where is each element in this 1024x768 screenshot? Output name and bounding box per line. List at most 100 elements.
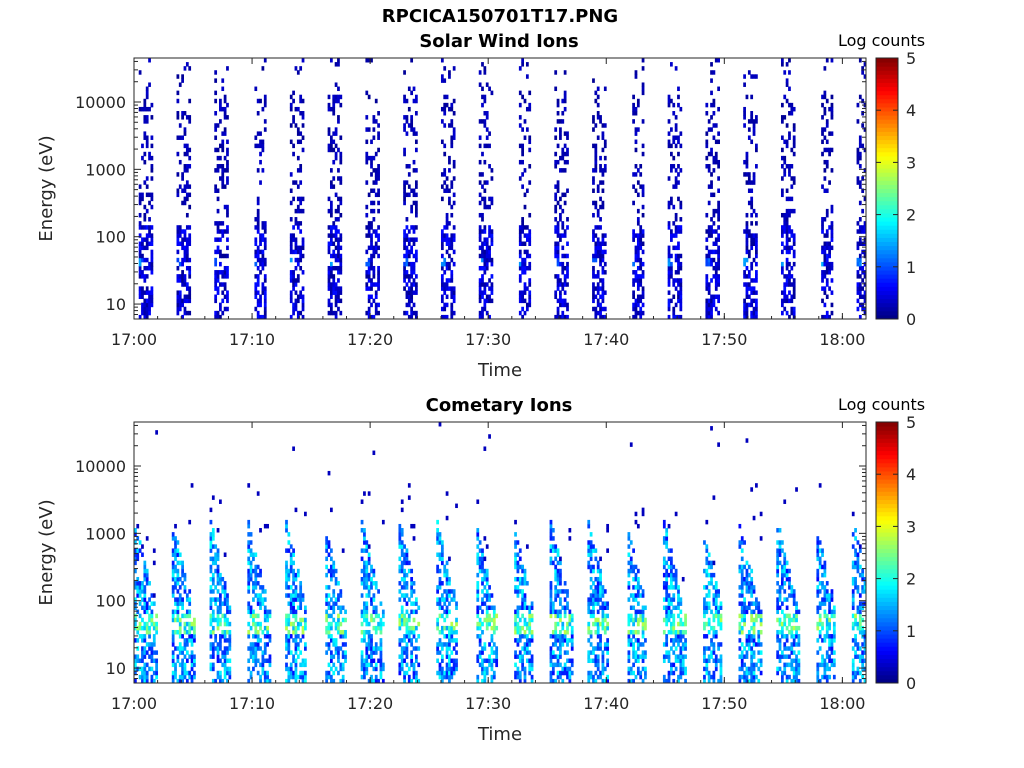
spectrogram-cell	[627, 544, 631, 549]
spectrogram-cell	[329, 225, 333, 230]
spectrogram-cell	[483, 237, 487, 242]
spectrogram-cell	[377, 135, 380, 140]
spectrogram-cell	[256, 564, 260, 570]
spectrogram-cell	[745, 94, 749, 100]
spectrogram-cell	[523, 576, 527, 582]
spectrogram-cell	[223, 621, 227, 627]
spectrogram-cell	[261, 666, 265, 672]
spectrogram-cell	[223, 265, 227, 271]
spectrogram-cell	[603, 123, 607, 128]
spectrogram-cell	[148, 261, 151, 267]
spectrogram-cell	[216, 155, 220, 161]
spectrogram-cell	[398, 666, 402, 672]
spectrogram-cell	[478, 650, 482, 655]
spectrogram-cell	[365, 642, 369, 647]
spectrogram-cell	[188, 629, 192, 635]
spectrogram-cell	[405, 552, 409, 557]
spectrogram-cell	[549, 674, 553, 680]
spectrogram-cell	[334, 601, 338, 606]
spectrogram-cell	[143, 290, 147, 295]
spectrogram-cell	[294, 572, 298, 578]
spectrogram-cell	[327, 625, 331, 631]
spectrogram-cell	[639, 261, 643, 267]
spectrogram-cell	[566, 131, 569, 136]
spectrogram-cell	[266, 658, 269, 664]
spectrogram-cell	[209, 634, 213, 639]
spectrogram-cell	[483, 229, 487, 234]
spectrogram-cell	[712, 159, 716, 165]
spectrogram-cell	[559, 589, 562, 594]
spectrogram-cell	[639, 225, 643, 230]
spectrogram-cell	[223, 253, 227, 259]
spectrogram-cell	[490, 168, 494, 173]
spectrogram-cell	[185, 180, 189, 185]
spectrogram-cell	[410, 290, 414, 295]
spectrogram-cell	[670, 151, 673, 157]
spectrogram-cell	[599, 302, 602, 308]
spectrogram-cell	[263, 597, 267, 602]
spectrogram-cell	[247, 678, 251, 684]
colorbar-swatch	[876, 212, 898, 218]
spectrogram-cell	[483, 249, 487, 255]
spectrogram-cell	[219, 597, 222, 602]
spectrogram-cell	[627, 613, 631, 619]
spectrogram-cell	[634, 70, 638, 75]
spectrogram-cell	[589, 670, 593, 676]
spectrogram-cell	[627, 568, 631, 574]
spectrogram-cell	[603, 625, 607, 631]
spectrogram-cell	[403, 658, 406, 664]
spectrogram-cell	[705, 139, 709, 145]
spectrogram-cell	[148, 310, 151, 316]
spectrogram-cell	[495, 654, 499, 659]
spectrogram-cell	[299, 168, 303, 173]
spectrogram-cell	[492, 670, 496, 676]
spectrogram-cell	[710, 225, 713, 230]
spectrogram-cell	[374, 245, 378, 251]
spectrogram-cell	[445, 642, 449, 647]
spectrogram-cell	[360, 499, 364, 504]
spectrogram-cell	[405, 131, 409, 136]
spectrogram-cell	[554, 564, 558, 570]
spectrogram-cell	[193, 654, 196, 659]
spectrogram-cell	[407, 237, 411, 242]
spectrogram-cell	[556, 638, 560, 643]
spectrogram-cell	[247, 568, 251, 574]
spectrogram-cell	[823, 261, 827, 267]
spectrogram-cell	[211, 556, 215, 562]
spectrogram-cell	[792, 290, 796, 295]
spectrogram-cell	[414, 274, 418, 279]
spectrogram-cell	[448, 654, 451, 659]
spectrogram-cell	[417, 621, 421, 627]
spectrogram-cell	[141, 155, 144, 161]
spectrogram-cell	[400, 666, 404, 672]
spectrogram-cell	[438, 605, 442, 610]
spectrogram-cell	[148, 106, 151, 112]
spectrogram-cell	[136, 589, 140, 594]
spectrogram-cell	[143, 572, 147, 578]
spectrogram-cell	[717, 274, 720, 279]
spectrogram-cell	[143, 621, 147, 627]
spectrogram-cell	[337, 119, 340, 124]
spectrogram-cell	[521, 666, 525, 672]
spectrogram-cell	[679, 265, 683, 271]
spectrogram-cell	[263, 678, 267, 684]
spectrogram-cell	[667, 265, 671, 271]
spectrogram-cell	[492, 625, 496, 631]
spectrogram-cell	[400, 662, 404, 668]
spectrogram-cell	[589, 593, 593, 598]
spectrogram-cell	[256, 257, 260, 263]
spectrogram-cell	[171, 548, 175, 553]
spectrogram-cell	[178, 621, 182, 627]
spectrogram-cell	[252, 585, 255, 590]
spectrogram-cell	[403, 233, 406, 238]
spectrogram-cell	[403, 310, 406, 316]
spectrogram-cell	[256, 613, 260, 619]
spectrogram-cell	[587, 650, 591, 655]
spectrogram-cell	[485, 298, 489, 304]
spectrogram-cell	[221, 629, 225, 635]
spectrogram-cell	[856, 176, 860, 181]
spectrogram-cell	[785, 208, 789, 214]
spectrogram-cell	[672, 111, 676, 116]
spectrogram-cell	[190, 666, 194, 672]
spectrogram-cell	[299, 670, 303, 676]
